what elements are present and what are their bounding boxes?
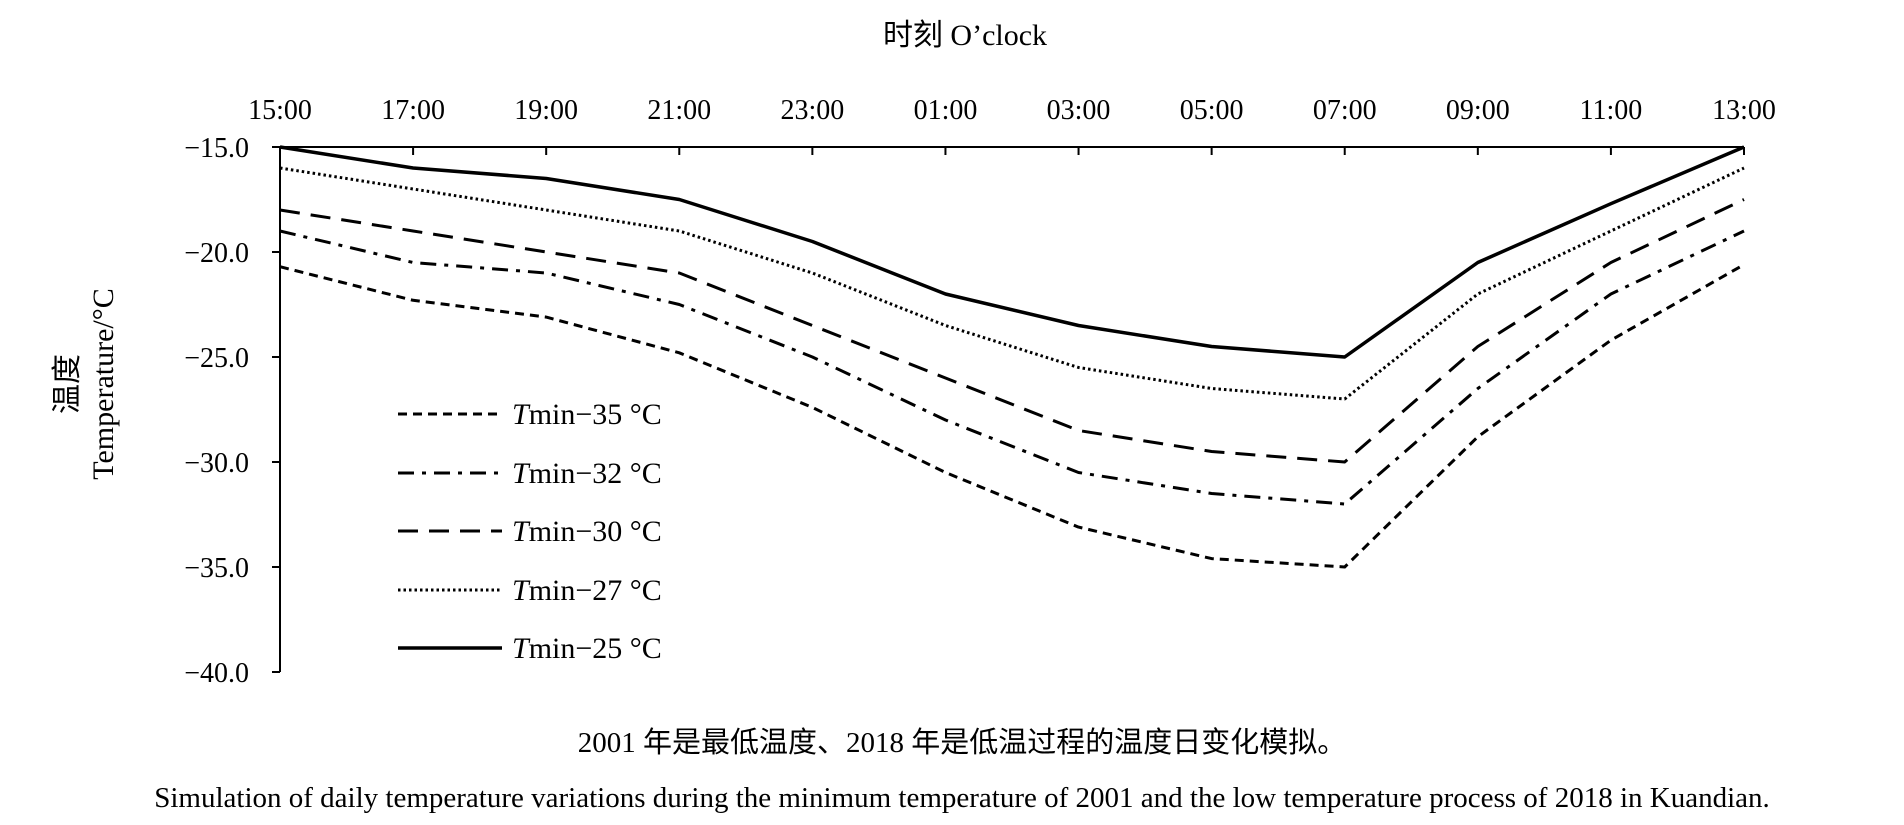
series-line [279,263,1745,569]
legend-label: Tmin−27 °C [512,574,662,607]
x-tick-label: 21:00 [647,95,711,126]
x-tick-label: 11:00 [1580,95,1643,126]
y-tick-label: −40.0 [184,658,249,689]
x-tick-label: 09:00 [1446,95,1510,126]
x-tick-label: 19:00 [514,95,578,126]
y-axis-title-en: Temperature/°C [87,288,120,479]
y-tick-label: −35.0 [184,553,249,584]
legend-label: Tmin−32 °C [512,457,662,490]
legend-label: Tmin−25 °C [512,632,662,665]
x-tick-label: 07:00 [1313,95,1377,126]
axes [272,146,1745,673]
x-tick-label: 03:00 [1047,95,1111,126]
y-tick-label: −20.0 [184,238,249,269]
series-lines [279,145,1745,569]
series-line [279,198,1745,464]
x-tick-labels: 15:00 17:00 19:00 21:00 23:00 01:00 03:00 05:00… [248,95,1776,126]
y-tick-label: −25.0 [184,343,249,374]
x-tick-label: 13:00 [1712,95,1776,126]
series-line [279,166,1745,401]
legend: Tmin−35 °C Tmin−32 °C Tmin−30 °C Tmin−27 °C… [398,398,662,665]
series-line [279,229,1745,506]
legend-label: Tmin−30 °C [512,515,662,548]
y-axis-title-cn: 温度 [51,354,84,414]
x-tick-label: 05:00 [1180,95,1244,126]
x-tick-label: 23:00 [780,95,844,126]
y-axis-title: 温度 Temperature/°C [51,288,120,479]
legend-label: Tmin−35 °C [512,398,662,431]
x-tick-label: 17:00 [381,95,445,126]
caption-chinese: 2001 年是最低温度、2018 年是低温过程的温度日变化模拟。 [578,726,1347,759]
caption-english: Simulation of daily temperature variatio… [154,782,1770,814]
series-line [279,145,1745,359]
y-tick-labels: −15.0 −20.0 −25.0 −30.0 −35.0 −40.0 [184,133,249,689]
x-tick-label: 01:00 [914,95,978,126]
y-tick-label: −30.0 [184,448,249,479]
y-tick-label: −15.0 [184,133,249,164]
x-axis-title: 时刻 O’clock [883,19,1047,52]
x-tick-label: 15:00 [248,95,312,126]
